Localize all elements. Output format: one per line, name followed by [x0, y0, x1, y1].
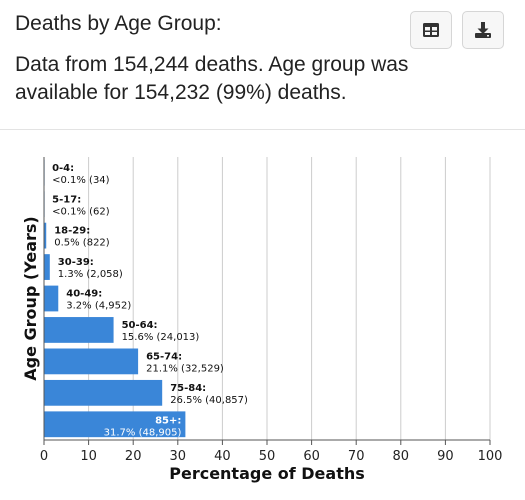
table-icon: [423, 23, 439, 37]
age-group-bar-chart: 0 10 20 30 40 50 60 70 80 90 100 0-4:<0.1% (34) 5-1…: [21, 157, 503, 483]
bar: [44, 222, 47, 249]
bar-category-label: 30-39:: [58, 257, 94, 268]
bar-value-label: 21.1% (32,529): [146, 363, 224, 374]
bar-category-label: 85+:: [155, 415, 181, 426]
bar-value-label: 26.5% (40,857): [170, 395, 248, 406]
bar: [44, 317, 114, 343]
bar-category-label: 0-4:: [52, 163, 74, 174]
download-button[interactable]: [462, 11, 504, 49]
bar-category-label: 18-29:: [54, 226, 90, 237]
bar: [44, 411, 186, 438]
x-axis-title: Percentage of Deaths: [169, 464, 365, 483]
table-view-button[interactable]: [410, 11, 452, 49]
x-axis-ticks: 0 10 20 30 40 50 60 70 80 90 100: [40, 440, 503, 464]
x-tick-label: 20: [125, 449, 142, 464]
bar: [44, 285, 59, 312]
bar-value-label: 0.5% (822): [54, 238, 110, 249]
x-tick-label: 40: [214, 449, 231, 464]
x-tick-label: 70: [348, 449, 365, 464]
bar-value-label: 31.7% (48,905): [104, 427, 182, 438]
x-tick-label: 60: [303, 449, 320, 464]
bar-category-label: 50-64:: [122, 320, 158, 331]
x-tick-label: 50: [259, 449, 276, 464]
bar-value-label: 15.6% (24,013): [122, 332, 200, 343]
header-divider: [0, 129, 525, 130]
bar-value-label: 3.2% (4,952): [66, 301, 131, 312]
x-tick-label: 100: [478, 449, 503, 464]
data-description: Data from 154,244 deaths. Age group was …: [15, 53, 409, 104]
bar: [44, 348, 139, 375]
bar-labels: 0-4:<0.1% (34) 5-17:<0.1% (62) 18-29:0.5% …: [52, 163, 248, 439]
y-axis-title: Age Group (Years): [21, 216, 40, 381]
bar-value-label: 1.3% (2,058): [58, 269, 123, 280]
x-tick-label: 30: [170, 449, 187, 464]
bar: [44, 379, 163, 406]
bars: [44, 159, 186, 438]
bar-category-label: 40-49:: [66, 289, 102, 300]
chart-header: Deaths by Age Group: Data from 154,244 d…: [0, 0, 525, 130]
bar: [44, 254, 50, 280]
x-tick-label: 90: [437, 449, 454, 464]
bar-category-label: 65-74:: [146, 351, 182, 362]
x-tick-label: 80: [393, 449, 410, 464]
bar-value-label: <0.1% (62): [52, 206, 110, 217]
x-tick-label: 0: [40, 449, 48, 464]
download-icon: [475, 22, 491, 38]
x-tick-label: 10: [80, 449, 97, 464]
bar-category-label: 5-17:: [52, 194, 81, 205]
bar-value-label: <0.1% (34): [52, 175, 110, 186]
bar-category-label: 75-84:: [170, 383, 206, 394]
page-title: Deaths by Age Group:: [15, 12, 222, 35]
